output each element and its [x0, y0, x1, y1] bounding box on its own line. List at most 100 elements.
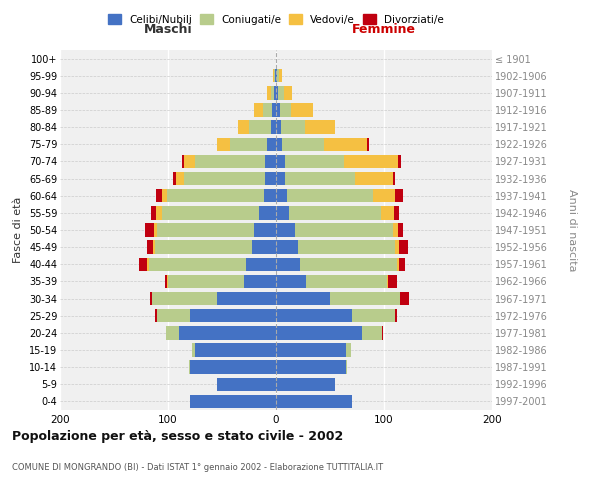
- Bar: [276, 189, 287, 202]
- Text: Femmine: Femmine: [352, 24, 416, 36]
- Bar: [276, 120, 281, 134]
- Bar: [195, 344, 276, 356]
- Bar: [230, 138, 268, 151]
- Bar: [271, 86, 274, 100]
- Bar: [249, 120, 271, 134]
- Bar: [190, 360, 276, 374]
- Bar: [148, 258, 149, 271]
- Bar: [259, 206, 276, 220]
- Bar: [276, 69, 277, 82]
- Bar: [276, 224, 295, 236]
- Bar: [271, 120, 276, 134]
- Bar: [195, 154, 265, 168]
- Bar: [397, 258, 399, 271]
- Bar: [277, 69, 279, 82]
- Bar: [173, 172, 176, 186]
- Bar: [188, 360, 190, 374]
- Bar: [179, 326, 276, 340]
- Bar: [156, 189, 161, 202]
- Bar: [287, 189, 373, 202]
- Bar: [190, 309, 276, 322]
- Bar: [176, 172, 184, 186]
- Bar: [346, 344, 350, 356]
- Bar: [392, 224, 398, 236]
- Bar: [139, 258, 148, 271]
- Bar: [182, 154, 184, 168]
- Bar: [362, 326, 382, 340]
- Bar: [387, 274, 388, 288]
- Bar: [398, 224, 403, 236]
- Bar: [381, 206, 394, 220]
- Legend: Celibi/Nubili, Coniugati/e, Vedovi/e, Divorziati/e: Celibi/Nubili, Coniugati/e, Vedovi/e, Di…: [104, 10, 448, 29]
- Bar: [276, 344, 346, 356]
- Bar: [276, 104, 280, 117]
- Bar: [295, 224, 392, 236]
- Bar: [166, 326, 179, 340]
- Bar: [254, 224, 276, 236]
- Bar: [394, 206, 399, 220]
- Bar: [395, 240, 399, 254]
- Bar: [151, 206, 156, 220]
- Bar: [276, 86, 278, 100]
- Bar: [400, 292, 409, 306]
- Bar: [274, 69, 275, 82]
- Bar: [395, 189, 403, 202]
- Bar: [154, 224, 157, 236]
- Bar: [346, 360, 347, 374]
- Bar: [276, 378, 335, 391]
- Bar: [161, 206, 259, 220]
- Bar: [149, 292, 152, 306]
- Bar: [268, 86, 271, 100]
- Bar: [284, 86, 292, 100]
- Bar: [284, 172, 355, 186]
- Bar: [161, 189, 167, 202]
- Bar: [276, 394, 352, 408]
- Bar: [281, 120, 305, 134]
- Bar: [184, 172, 265, 186]
- Bar: [279, 69, 283, 82]
- Bar: [275, 69, 276, 82]
- Bar: [276, 240, 298, 254]
- Bar: [273, 69, 274, 82]
- Bar: [306, 274, 387, 288]
- Bar: [192, 344, 195, 356]
- Bar: [217, 138, 230, 151]
- Bar: [276, 292, 330, 306]
- Bar: [156, 206, 161, 220]
- Bar: [276, 138, 283, 151]
- Bar: [289, 206, 381, 220]
- Text: COMUNE DI MONGRANDO (BI) - Dati ISTAT 1° gennaio 2002 - Elaborazione TUTTITALIA.: COMUNE DI MONGRANDO (BI) - Dati ISTAT 1°…: [12, 463, 383, 472]
- Bar: [217, 292, 276, 306]
- Bar: [238, 120, 249, 134]
- Bar: [330, 292, 400, 306]
- Bar: [276, 274, 306, 288]
- Bar: [157, 309, 190, 322]
- Bar: [244, 274, 276, 288]
- Bar: [157, 224, 254, 236]
- Bar: [298, 240, 395, 254]
- Bar: [167, 274, 168, 288]
- Bar: [352, 309, 395, 322]
- Bar: [395, 309, 397, 322]
- Bar: [392, 172, 395, 186]
- Bar: [276, 360, 346, 374]
- Bar: [280, 104, 291, 117]
- Bar: [152, 292, 217, 306]
- Bar: [268, 138, 276, 151]
- Text: Popolazione per età, sesso e stato civile - 2002: Popolazione per età, sesso e stato civil…: [12, 430, 343, 443]
- Bar: [272, 104, 276, 117]
- Bar: [278, 86, 284, 100]
- Bar: [190, 394, 276, 408]
- Bar: [265, 172, 276, 186]
- Bar: [388, 274, 397, 288]
- Bar: [155, 309, 157, 322]
- Bar: [246, 258, 276, 271]
- Bar: [283, 138, 323, 151]
- Bar: [373, 189, 395, 202]
- Bar: [382, 326, 383, 340]
- Bar: [399, 258, 404, 271]
- Bar: [276, 172, 284, 186]
- Bar: [217, 378, 276, 391]
- Bar: [263, 104, 272, 117]
- Bar: [367, 138, 369, 151]
